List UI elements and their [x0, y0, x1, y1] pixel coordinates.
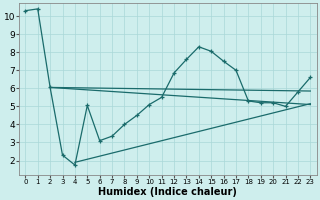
X-axis label: Humidex (Indice chaleur): Humidex (Indice chaleur): [98, 187, 237, 197]
